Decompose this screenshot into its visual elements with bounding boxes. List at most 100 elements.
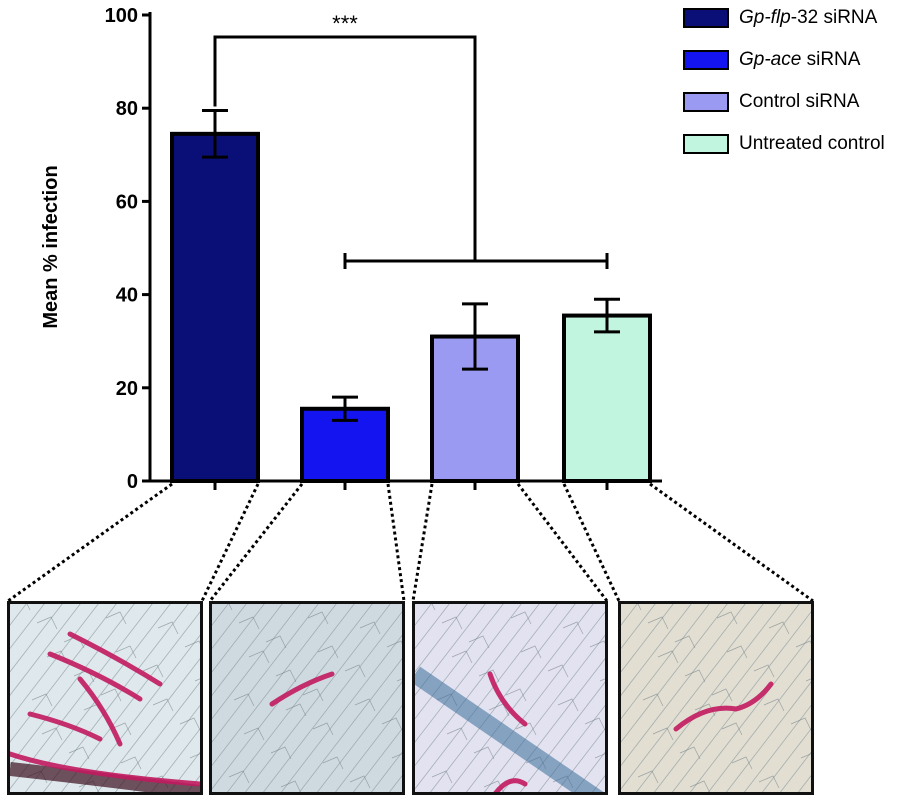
y-tick-label: 60 [116, 191, 138, 213]
vascular-tissue [10, 762, 200, 792]
cell-wall-line [396, 678, 402, 682]
nematode [47, 651, 143, 702]
cell-wall-line [10, 604, 117, 743]
cell-wall-line [674, 635, 696, 649]
connector-dotted [208, 483, 304, 602]
cell-wall-line [110, 722, 132, 736]
legend-label: Control siRNA [739, 91, 860, 112]
cell-wall-line [431, 770, 453, 784]
cell-wall-line [451, 650, 473, 664]
y-tick-label: 100 [105, 5, 138, 27]
cell-wall-line [647, 616, 669, 630]
connector-dotted [200, 483, 260, 602]
cell-wall-line [322, 756, 344, 770]
nematode [493, 778, 528, 792]
cell-wall-line [120, 756, 142, 770]
cell-wall-line [169, 751, 200, 792]
nematode [67, 631, 163, 687]
cell-wall-line [679, 746, 701, 760]
cell-wall-line [689, 780, 710, 792]
micrograph-untreated [618, 601, 814, 795]
y-axis-label: Mean % infection [40, 165, 62, 328]
cell-wall-line [690, 634, 811, 792]
connector-lines [7, 482, 814, 603]
cell-wall-line [212, 604, 233, 611]
cell-wall-line [621, 604, 692, 696]
cell-wall-line [233, 693, 255, 707]
cell-wall-line [484, 634, 605, 792]
cell-wall-line [708, 658, 811, 792]
y-tick-label: 0 [127, 471, 138, 493]
cell-wall-line [636, 604, 782, 792]
cell-wall-line [468, 635, 490, 649]
cell-wall-line [621, 604, 642, 611]
cell-wall-line [97, 658, 200, 792]
cell-wall-line [515, 722, 537, 736]
cell-wall-line [243, 727, 265, 741]
cell-wall-line [381, 717, 402, 731]
cell-wall-line [642, 693, 664, 707]
cell-wall-line [43, 604, 189, 792]
cell-wall-line [212, 604, 337, 767]
nematode [10, 751, 200, 787]
cell-wall-line [10, 604, 45, 650]
cell-wall-line [621, 604, 710, 720]
cell-wall-line [212, 604, 265, 673]
cell-wall-line [151, 728, 200, 792]
cell-wall-line [621, 604, 728, 743]
legend-label: Gp-flp-32 siRNA [739, 7, 878, 28]
connector-dotted [562, 483, 621, 602]
micrograph-background [212, 604, 402, 792]
cell-wall-line [275, 669, 297, 683]
cell-wall-line [212, 604, 301, 720]
cell-wall-line [415, 604, 540, 767]
cell-wall-line [621, 604, 656, 650]
cell-wall-line [744, 704, 811, 792]
cell-wall-line [684, 669, 706, 683]
y-tick-label: 20 [116, 378, 138, 400]
cell-wall-line [721, 722, 743, 736]
cell-wall-line [502, 658, 605, 792]
cell-wall-line [448, 604, 594, 792]
cell-wall-line [189, 753, 200, 759]
micrograph-image [212, 604, 402, 792]
cell-wall-line [557, 698, 579, 712]
legend-swatch [683, 50, 729, 70]
cell-wall-line [371, 751, 402, 792]
bracket-line [213, 35, 477, 261]
cell-wall-line [10, 604, 135, 767]
cell-wall-line [212, 604, 319, 743]
cell-wall-line [621, 604, 764, 790]
nematode [487, 671, 528, 727]
cell-wall-line [152, 698, 174, 712]
cell-wall-line [415, 604, 450, 650]
legend-label: Untreated control [739, 133, 885, 154]
cell-wall-line [510, 611, 532, 625]
cell-wall-line [562, 621, 584, 635]
cell-wall-line [157, 621, 179, 635]
cell-wall-line [245, 604, 391, 792]
connector-dotted [649, 482, 814, 603]
cell-wall-line [520, 645, 542, 659]
cell-wall-line [599, 678, 605, 682]
legend-swatch [683, 92, 729, 112]
legend-item: Gp-ace siRNA [683, 44, 885, 76]
cell-wall-line [41, 727, 63, 741]
cell-wall-line [105, 611, 127, 625]
cell-wall-line [312, 722, 334, 736]
cell-wall-line [212, 604, 283, 696]
cell-wall-line [212, 604, 247, 650]
cell-wall-line [584, 717, 605, 731]
connector-dotted [7, 482, 173, 603]
y-tick-label: 80 [116, 98, 138, 120]
bar [562, 313, 652, 483]
cell-wall-line [133, 704, 200, 792]
cell-wall-line [248, 650, 270, 664]
connector-dotted [516, 483, 609, 602]
legend-swatch [683, 134, 729, 154]
cell-wall-line [353, 728, 402, 792]
nematode [77, 676, 123, 747]
cell-wall-line [10, 604, 99, 720]
cell-wall-line [441, 616, 463, 630]
cell-wall-line [672, 611, 811, 792]
